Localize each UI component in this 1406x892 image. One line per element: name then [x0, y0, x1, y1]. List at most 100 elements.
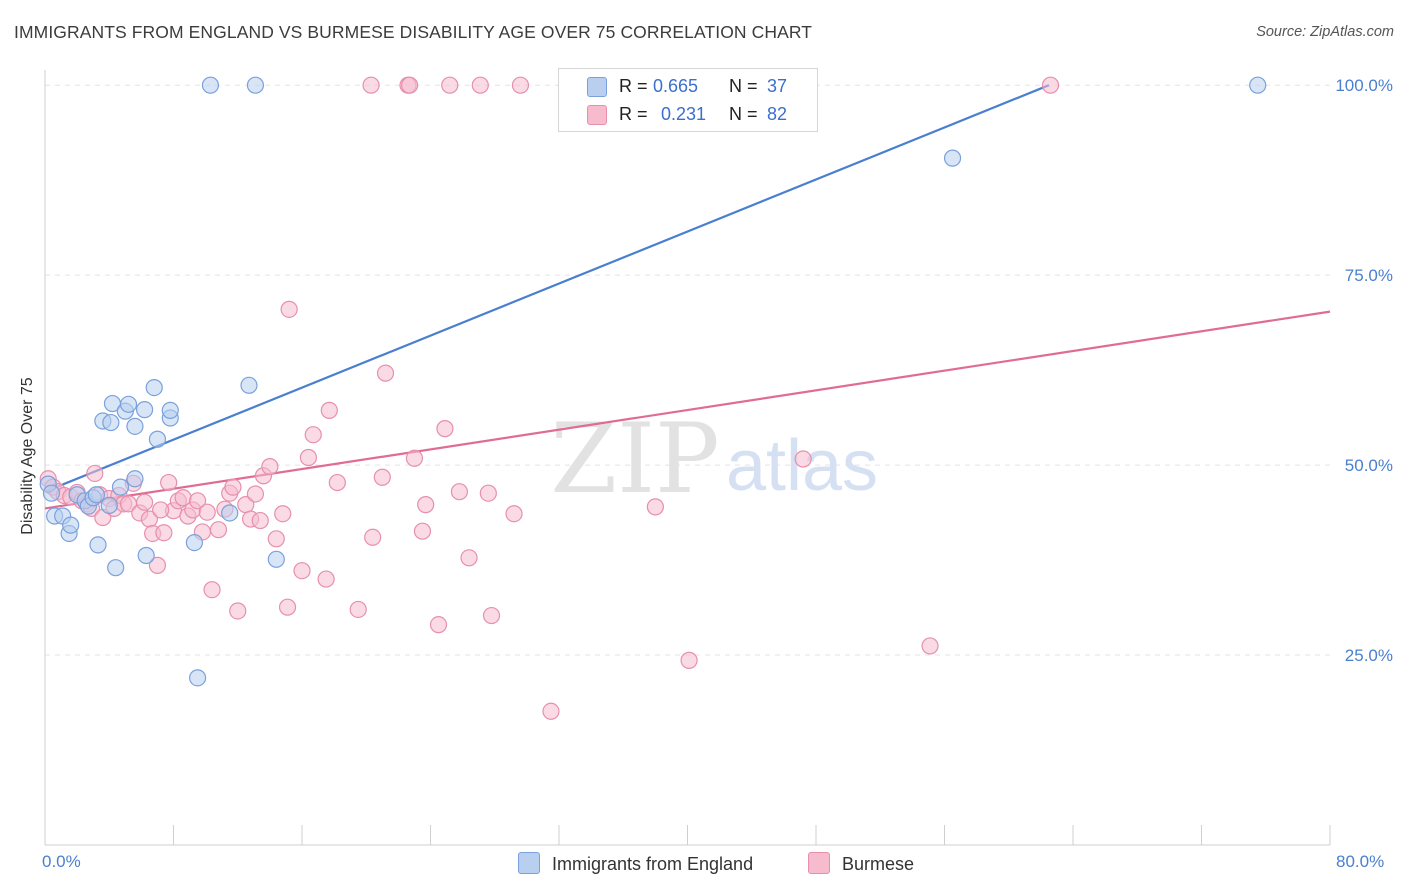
point-england: [111, 478, 130, 496]
axes: [44, 70, 1331, 846]
y-axis-label: Disability Age Over 75: [19, 377, 36, 535]
point-england: [87, 486, 106, 504]
point-burmese: [86, 464, 104, 483]
point-england: [42, 484, 61, 502]
y-tick-label: 100.0%: [1335, 76, 1393, 95]
point-england: [145, 378, 163, 397]
chart-title: IMMIGRANTS FROM ENGLAND VS BURMESE DISAB…: [14, 22, 813, 42]
point-burmese: [229, 602, 247, 620]
y-tick-label: 50.0%: [1345, 456, 1393, 475]
bottom-legend-label-england: Immigrants from England: [552, 854, 754, 874]
point-england: [119, 395, 138, 413]
grid-lines: [45, 84, 1330, 656]
point-burmese: [1041, 76, 1060, 94]
point-burmese: [450, 483, 469, 501]
point-burmese: [505, 505, 523, 523]
point-burmese: [328, 473, 346, 492]
legend-swatch-blue: [587, 77, 607, 97]
point-burmese: [280, 300, 298, 318]
point-burmese: [417, 496, 435, 514]
point-burmese: [209, 521, 228, 539]
x-tick-max: 80.0%: [1336, 852, 1385, 871]
watermark-zip: ZIP: [550, 403, 719, 515]
point-burmese: [317, 570, 335, 588]
point-burmese: [135, 493, 154, 511]
legend-r-label: R =: [619, 76, 648, 96]
point-burmese: [160, 473, 178, 492]
source-credit: Source: ZipAtlas.com: [1256, 24, 1394, 40]
point-burmese: [646, 498, 664, 516]
legend-r-label: R =: [619, 104, 648, 124]
legend-n-value: 37: [767, 76, 788, 96]
point-burmese: [304, 426, 322, 444]
point-england: [161, 401, 179, 419]
point-england: [267, 550, 285, 568]
watermark: ZIP atlas: [550, 403, 878, 515]
point-burmese: [293, 562, 311, 580]
point-england: [126, 417, 144, 435]
point-burmese: [376, 364, 395, 382]
point-burmese: [482, 606, 501, 625]
point-burmese: [479, 484, 497, 502]
trend-line-england: [44, 84, 1050, 493]
point-burmese: [299, 448, 318, 467]
point-burmese: [471, 76, 489, 94]
x-tick-min: 0.0%: [42, 852, 81, 871]
point-burmese: [511, 76, 530, 94]
point-england: [188, 669, 207, 687]
bottom-legend-swatch-blue: [518, 852, 540, 874]
legend-swatch-pink: [587, 105, 607, 125]
y-tick-labels: 25.0% 50.0% 75.0% 100.0%: [1335, 76, 1393, 665]
legend-r-value: 0.231: [661, 104, 707, 124]
y-tick-label: 75.0%: [1345, 266, 1393, 285]
point-england: [102, 413, 120, 432]
point-burmese: [224, 478, 242, 496]
point-burmese: [405, 449, 424, 467]
point-england: [126, 470, 144, 488]
point-england: [107, 559, 125, 577]
point-burmese: [680, 651, 698, 669]
point-england: [221, 504, 239, 522]
point-england: [240, 376, 258, 394]
point-england: [943, 149, 962, 167]
legend-n-value: 82: [767, 104, 788, 124]
y-tick-label: 25.0%: [1345, 646, 1393, 665]
bottom-legend-england: Immigrants from England: [518, 852, 753, 876]
point-england: [201, 76, 220, 94]
point-england: [100, 496, 118, 514]
point-burmese: [364, 528, 382, 546]
point-burmese: [542, 702, 560, 720]
correlation-legend: R = 0.665 N = 37 R = 0.231 N = 82: [558, 68, 818, 132]
bottom-legend-burmese: Burmese: [808, 852, 914, 876]
point-burmese: [320, 401, 338, 419]
point-england: [62, 516, 80, 534]
point-england: [135, 401, 154, 419]
point-england: [246, 76, 265, 94]
point-burmese: [267, 530, 285, 548]
point-burmese: [441, 76, 459, 94]
bottom-legend-label-burmese: Burmese: [842, 854, 915, 874]
bottom-legend-swatch-pink: [808, 852, 830, 874]
point-england: [185, 533, 203, 552]
point-burmese: [155, 524, 173, 542]
point-england: [148, 430, 167, 448]
point-burmese: [261, 458, 279, 476]
point-burmese: [203, 581, 221, 599]
point-burmese: [413, 522, 432, 540]
point-england: [1249, 76, 1267, 94]
point-burmese: [436, 420, 454, 438]
point-burmese: [148, 556, 167, 574]
point-burmese: [198, 503, 216, 521]
point-burmese: [429, 616, 448, 634]
legend-r-value: 0.665: [653, 76, 699, 96]
point-england: [89, 536, 107, 554]
point-burmese: [460, 549, 478, 567]
legend-n-label: N =: [729, 76, 758, 96]
point-burmese: [274, 505, 292, 523]
point-burmese: [921, 637, 939, 655]
point-england: [137, 546, 155, 565]
point-burmese: [362, 76, 380, 94]
point-burmese: [152, 501, 170, 519]
point-burmese: [251, 511, 269, 530]
